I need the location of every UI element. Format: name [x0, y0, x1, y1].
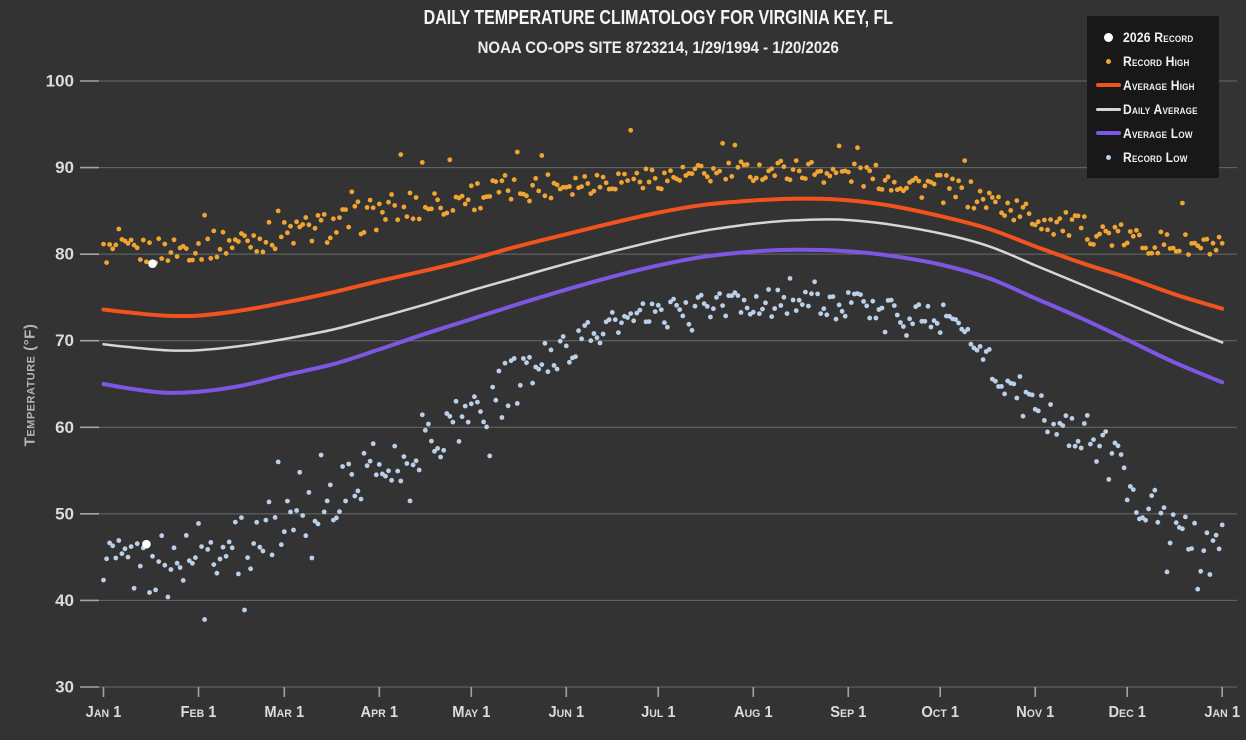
legend-item-record-high: Record High — [1093, 49, 1215, 73]
legend-dot-marker-icon — [1093, 32, 1123, 42]
x-tick-label: Dec 1 — [1108, 703, 1146, 721]
x-tick-label: Jun 1 — [548, 703, 584, 721]
daily-average-line — [102, 218, 1224, 352]
legend-label: Average High — [1123, 77, 1195, 93]
x-tick-label: Mar 1 — [264, 703, 304, 721]
legend-item-average-low: Average Low — [1093, 121, 1215, 145]
x-tick-label: Sep 1 — [830, 703, 867, 721]
legend-line-marker-icon — [1093, 82, 1123, 88]
legend-item-record-low: Record Low — [1093, 145, 1215, 169]
legend-label: Average Low — [1123, 125, 1193, 141]
x-tick-label: Jan 1 — [86, 703, 122, 721]
x-tick-label: May 1 — [452, 703, 491, 721]
legend-item-daily-average: Daily Average — [1093, 97, 1215, 121]
y-tick-label: 90 — [55, 158, 74, 177]
legend-label: Daily Average — [1123, 101, 1198, 117]
legend-label: Record Low — [1123, 149, 1188, 165]
legend-dot-marker-icon — [1093, 58, 1123, 64]
legend-dot-marker-icon — [1093, 154, 1123, 160]
y-tick-label: 30 — [55, 678, 74, 697]
legend-label: Record High — [1123, 53, 1190, 69]
legend-line-marker-icon — [1093, 107, 1123, 111]
legend: 2026 Record Record High Average High Daily … — [1087, 16, 1219, 178]
x-axis-ticks: Jan 1 Feb 1 Mar 1 Apr 1 May 1 Jun 1 Jul 1 Aug 1… — [86, 687, 1240, 721]
2026-record-points — [142, 259, 157, 549]
y-tick-label: 70 — [55, 331, 74, 350]
x-tick-label: Jul 1 — [641, 703, 676, 721]
y-tick-label: 100 — [46, 72, 74, 91]
y-tick-label: 60 — [55, 418, 74, 437]
average-high-line — [101, 196, 1225, 319]
y-tick-label: 50 — [55, 504, 74, 523]
y-tick-label: 40 — [55, 591, 74, 610]
x-tick-label: Feb 1 — [181, 703, 217, 721]
y-axis-ticks: 30 40 50 60 70 80 90 100 — [46, 72, 99, 697]
x-tick-label: Oct 1 — [921, 703, 959, 721]
x-tick-label: Apr 1 — [361, 703, 399, 721]
y-tick-label: 80 — [55, 245, 74, 264]
record-low-points — [101, 276, 1225, 622]
legend-label: 2026 Record — [1123, 29, 1194, 45]
legend-line-marker-icon — [1093, 130, 1123, 136]
legend-item-2026-record: 2026 Record — [1093, 25, 1215, 49]
record-high-points — [101, 127, 1225, 266]
average-low-line — [101, 247, 1225, 395]
legend-item-average-high: Average High — [1093, 73, 1215, 97]
x-tick-label: Jan 1 — [1204, 703, 1240, 721]
x-tick-label: Aug 1 — [734, 703, 773, 721]
x-tick-label: Nov 1 — [1016, 703, 1055, 721]
y-axis-title: Temperature (°F) — [21, 323, 39, 447]
